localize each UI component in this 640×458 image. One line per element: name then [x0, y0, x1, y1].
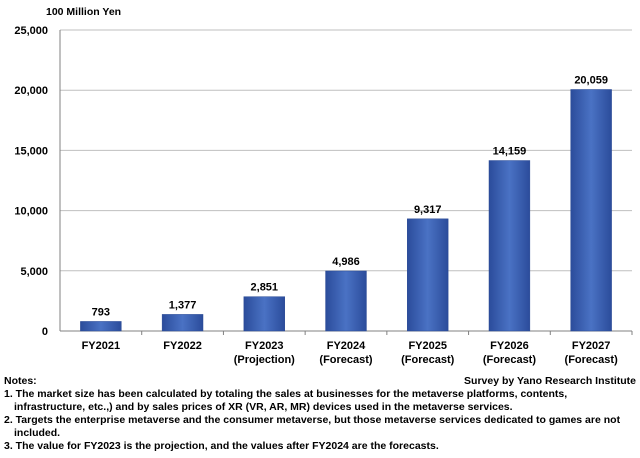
y-tick-label: 5,000 — [20, 266, 48, 278]
note-item-1: 1. The market size has been calculated b… — [4, 388, 568, 413]
notes: Notes: 1. The market size has been calcu… — [4, 375, 636, 453]
y-axis-unit-label: 100 Million Yen — [46, 6, 122, 18]
x-tick-label: FY2024 — [327, 340, 366, 352]
bar-chart: 793 1,377 2,851 4,986 9,317 14,159 20,059 0 5,0… — [14, 25, 633, 366]
y-tick-label: 10,000 — [14, 206, 48, 218]
notes-title: Notes: — [4, 375, 37, 387]
chart-area: 793 1,377 2,851 4,986 9,317 14,159 20,059 0 5,0… — [14, 6, 633, 366]
x-axis: FY2021 FY2022 FY2023 (Projection) FY2024 (For… — [82, 331, 633, 366]
source-text: Survey by Yano Research Institute — [464, 375, 636, 387]
note-item-2: 2. Targets the enterprise metaverse and … — [4, 414, 621, 439]
bar — [570, 89, 612, 332]
x-tick-label: FY2023 — [245, 340, 284, 352]
bar — [407, 218, 449, 332]
y-tick-label: 20,000 — [14, 85, 48, 97]
bar — [325, 270, 367, 332]
bar — [80, 321, 122, 332]
x-tick-label: FY2022 — [163, 340, 202, 352]
x-tick-label: FY2021 — [82, 340, 121, 352]
data-label: 9,317 — [414, 204, 442, 216]
x-tick-label: (Projection) — [234, 354, 295, 366]
note-item-3: 3. The value for FY2023 is the projectio… — [4, 440, 439, 452]
data-label: 1,377 — [169, 299, 197, 311]
gridlines — [60, 29, 632, 332]
data-label: 4,986 — [332, 256, 360, 268]
x-tick-label: (Forecast) — [483, 354, 537, 366]
y-tick-label: 15,000 — [14, 145, 48, 157]
data-label: 793 — [92, 306, 110, 318]
bar — [488, 160, 531, 332]
data-label: 20,059 — [574, 74, 608, 86]
x-tick-label: FY2025 — [408, 340, 447, 352]
y-axis: 0 5,000 10,000 15,000 20,000 25,000 — [14, 25, 61, 338]
x-tick-label: (Forecast) — [401, 354, 455, 366]
bar — [161, 314, 204, 332]
bar — [243, 296, 285, 332]
data-label: 14,159 — [493, 146, 527, 158]
data-label: 2,851 — [251, 282, 279, 294]
y-tick-label: 25,000 — [14, 25, 48, 37]
y-tick-label: 0 — [42, 326, 48, 338]
bars — [80, 89, 612, 332]
x-tick-label: FY2026 — [490, 340, 529, 352]
x-tick-label: FY2027 — [572, 340, 611, 352]
x-tick-label: (Forecast) — [565, 354, 619, 366]
data-labels: 793 1,377 2,851 4,986 9,317 14,159 20,059 — [92, 74, 608, 318]
x-tick-label: (Forecast) — [319, 354, 373, 366]
